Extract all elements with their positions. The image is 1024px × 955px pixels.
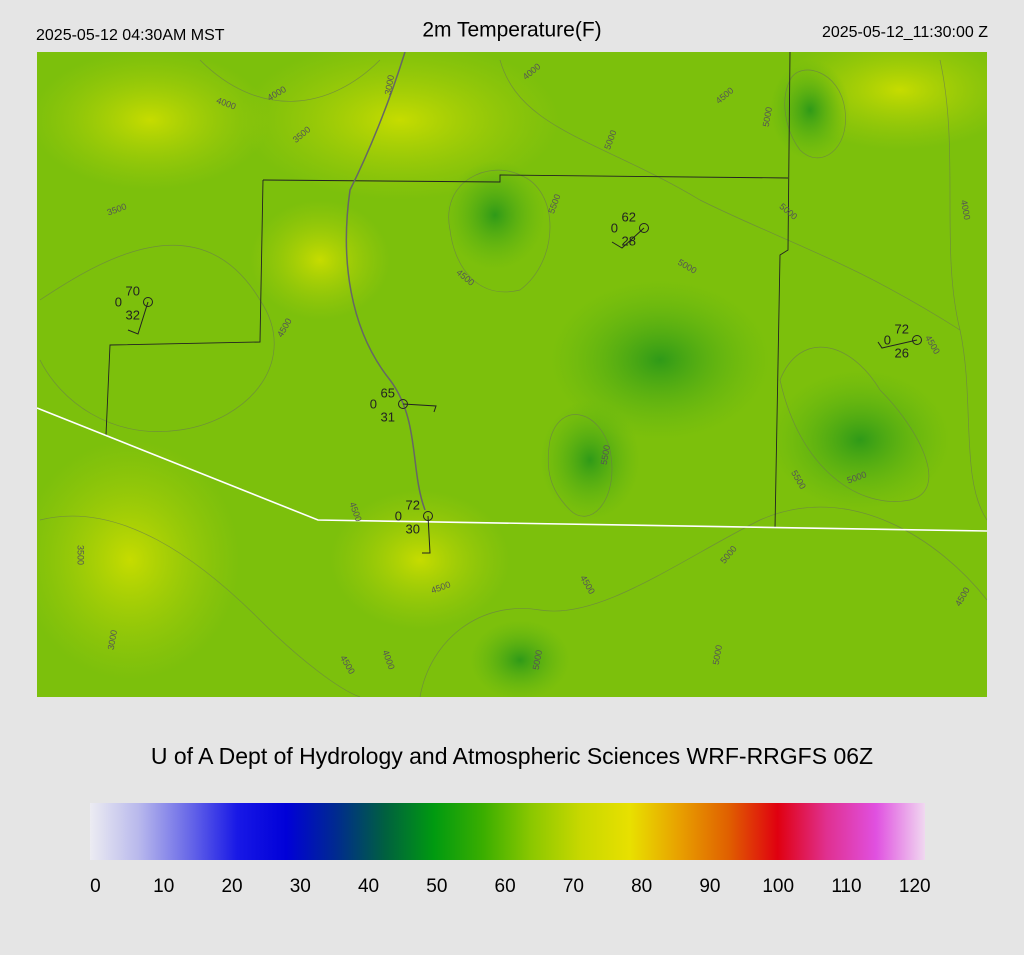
- colorbar-tick-label: 70: [563, 876, 584, 897]
- colorbar-tick-label: 0: [90, 876, 101, 897]
- river: [345, 52, 426, 511]
- station-circle: [639, 223, 649, 233]
- wind-barb: [127, 301, 149, 335]
- contour-label: 3000: [383, 74, 396, 95]
- shade: [470, 620, 570, 697]
- boundaries: [105, 52, 791, 529]
- border: [37, 407, 987, 532]
- contour-label: 5000: [711, 644, 724, 665]
- valid-local: 2025-05-12 04:30AM MST: [36, 27, 225, 44]
- colorbar-tick-label: 20: [221, 876, 242, 897]
- contour: [499, 59, 961, 331]
- station-circle: [143, 297, 153, 307]
- temperature: 72: [406, 497, 420, 512]
- dewpoint: 31: [381, 409, 395, 424]
- contour-label: 5500: [599, 444, 612, 465]
- colorbar-tick-label: 90: [699, 876, 720, 897]
- contour: [39, 244, 275, 432]
- contour: [448, 169, 551, 293]
- contours: [39, 59, 987, 697]
- colorbar-tick-label: 120: [899, 876, 931, 897]
- station-circle: [423, 511, 433, 521]
- colorbar-tick-label: 110: [831, 876, 861, 897]
- shade: [330, 490, 510, 630]
- wind-barb: [422, 515, 431, 554]
- wind: 0: [611, 220, 618, 235]
- shade: [37, 52, 270, 190]
- temperature: 62: [622, 209, 636, 224]
- contour: [199, 59, 381, 102]
- shade: [37, 440, 240, 680]
- station-circle: [912, 335, 922, 345]
- contour: [939, 59, 987, 521]
- temperature: 70: [126, 283, 140, 298]
- dewpoint: 32: [126, 307, 140, 322]
- colorbar-tick-label: 10: [153, 876, 174, 897]
- colorbar-tick-label: 80: [631, 876, 652, 897]
- contour-label: 5000: [761, 106, 774, 127]
- wind: 0: [884, 332, 891, 347]
- contour: [784, 69, 846, 159]
- boundary: [105, 179, 264, 436]
- shade: [550, 280, 770, 440]
- wind-barb: [402, 403, 437, 413]
- contour: [779, 346, 930, 502]
- colorbar-tick-label: 30: [290, 876, 311, 897]
- shade: [770, 370, 950, 510]
- contour-label: 4000: [959, 199, 972, 220]
- colorbar-tick-label: 40: [358, 876, 379, 897]
- wind: 0: [395, 508, 402, 523]
- temperature: 65: [381, 385, 395, 400]
- dewpoint: 28: [622, 233, 636, 248]
- contour-label: 3500: [76, 545, 86, 565]
- colorbar: [90, 803, 925, 860]
- colorbar-tick-label: 50: [426, 876, 447, 897]
- dewpoint: 26: [895, 345, 909, 360]
- colorbar-ticks: 0 10 20 30 40 50 60 70 80 90 100 110 120: [90, 876, 930, 897]
- boundary: [774, 52, 791, 529]
- contour-label: 3000: [106, 629, 119, 650]
- station-circle: [398, 399, 408, 409]
- contour: [419, 506, 987, 697]
- credit: U of A Dept of Hydrology and Atmospheric…: [151, 743, 873, 769]
- title: 2m Temperature(F): [422, 19, 601, 42]
- shade: [445, 160, 545, 270]
- map: 4000400035003500300040004500500050005500…: [37, 52, 987, 697]
- wind-barb: [877, 339, 918, 349]
- contour: [39, 515, 361, 697]
- shade: [250, 200, 390, 320]
- valid-utc: 2025-05-12_11:30:00 Z: [822, 24, 988, 41]
- wind: 0: [115, 294, 122, 309]
- colorbar-tick-label: 100: [762, 876, 794, 897]
- shade: [540, 400, 640, 520]
- temperature: 72: [895, 321, 909, 336]
- contour: [547, 414, 613, 517]
- wind: 0: [370, 396, 377, 411]
- stations: 70 0 32 62 0 28 72 0 26 65 0 31 72 0 30: [115, 209, 922, 554]
- boundary: [262, 174, 789, 183]
- wind-barb: [611, 227, 645, 249]
- colorbar-tick-label: 60: [495, 876, 516, 897]
- shade: [770, 60, 850, 160]
- dewpoint: 30: [406, 521, 420, 536]
- contour-label: 5000: [531, 649, 544, 670]
